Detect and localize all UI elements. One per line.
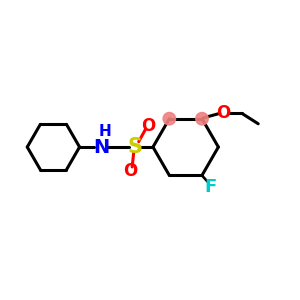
Text: N: N <box>93 137 109 157</box>
Text: O: O <box>124 162 138 180</box>
Text: O: O <box>141 117 156 135</box>
Text: F: F <box>204 178 217 196</box>
Circle shape <box>196 112 208 125</box>
Circle shape <box>163 112 176 125</box>
Text: S: S <box>128 137 142 157</box>
Text: H: H <box>99 124 112 139</box>
Text: O: O <box>216 104 230 122</box>
